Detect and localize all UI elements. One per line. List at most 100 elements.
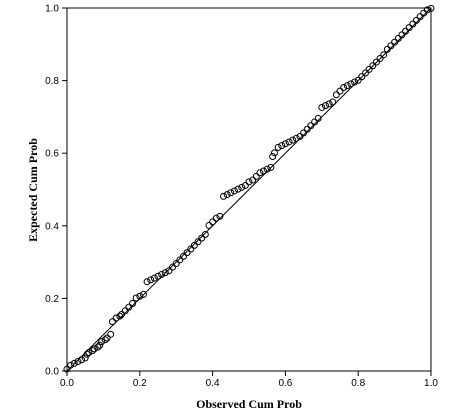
y-tick-label: 0.4	[45, 221, 59, 232]
data-point	[165, 267, 173, 275]
data-point	[285, 138, 293, 146]
data-point	[176, 256, 184, 264]
data-point	[216, 212, 224, 220]
data-point	[121, 307, 129, 315]
data-point	[249, 176, 257, 184]
data-point	[83, 350, 91, 358]
data-point	[136, 292, 144, 300]
data-point	[369, 62, 377, 70]
data-point	[307, 122, 315, 130]
data-point	[409, 20, 417, 28]
data-point	[88, 347, 96, 355]
data-point	[63, 365, 71, 373]
data-point	[67, 361, 75, 369]
data-point	[358, 73, 366, 81]
data-point	[223, 191, 231, 199]
y-tick-label: 0.8	[45, 76, 59, 87]
data-point	[139, 290, 147, 298]
data-point	[387, 42, 395, 50]
data-point	[256, 169, 264, 177]
data-point	[329, 98, 337, 106]
data-point	[227, 189, 235, 197]
data-point	[412, 16, 420, 24]
data-point	[289, 136, 297, 144]
data-point	[109, 318, 116, 326]
data-point	[336, 87, 344, 95]
data-point	[129, 299, 137, 307]
data-point	[274, 143, 282, 151]
data-point	[150, 274, 158, 282]
data-point	[391, 38, 399, 46]
data-point	[212, 214, 220, 222]
data-point	[190, 241, 198, 249]
x-tick-label: 0.0	[60, 378, 74, 389]
data-point	[107, 330, 115, 338]
data-point	[405, 24, 413, 32]
data-point	[365, 65, 373, 73]
data-point	[101, 336, 109, 344]
data-point	[78, 356, 86, 364]
data-point	[394, 34, 402, 42]
data-point	[220, 192, 228, 200]
data-point	[96, 341, 104, 349]
data-point	[98, 338, 106, 346]
data-point	[292, 134, 300, 142]
data-point	[198, 234, 206, 242]
x-axis-title: Observed Cum Prob	[196, 397, 302, 411]
x-tick-label: 1.0	[424, 378, 438, 389]
data-point	[416, 13, 424, 21]
x-tick-label: 0.6	[278, 378, 292, 389]
data-point	[318, 103, 326, 111]
data-point	[351, 78, 359, 86]
data-point	[354, 76, 362, 84]
data-point	[241, 182, 249, 190]
data-point	[427, 4, 435, 12]
data-point	[201, 231, 209, 239]
data-point	[125, 303, 133, 311]
data-point	[245, 178, 253, 186]
data-point	[269, 152, 277, 160]
data-point	[383, 45, 391, 53]
data-point	[376, 54, 384, 62]
data-point	[74, 358, 82, 366]
data-point	[252, 172, 260, 180]
data-point	[321, 102, 329, 110]
y-axis: 0.0 0.2 0.4 0.6 0.8 1.0	[45, 4, 67, 378]
data-point	[70, 359, 78, 367]
data-point	[147, 276, 155, 284]
data-point	[183, 249, 191, 257]
data-point	[311, 118, 319, 126]
y-axis-title: Expected Cum Prob	[26, 138, 40, 242]
data-point	[372, 58, 380, 66]
data-point	[187, 245, 195, 253]
data-point	[94, 343, 102, 351]
y-tick-label: 0.2	[45, 294, 59, 305]
data-point	[347, 80, 355, 88]
data-point	[343, 82, 351, 90]
data-point	[179, 252, 187, 260]
data-point	[303, 125, 311, 133]
data-point	[314, 114, 322, 122]
data-point	[380, 51, 388, 59]
data-point	[194, 238, 202, 246]
data-point	[281, 140, 289, 148]
data-point	[85, 348, 93, 356]
data-point	[423, 6, 431, 14]
data-point	[116, 312, 124, 320]
y-tick-label: 0.6	[45, 149, 59, 160]
data-point	[260, 167, 268, 175]
x-tick-label: 0.4	[206, 378, 220, 389]
data-point	[132, 294, 140, 302]
x-tick-label: 0.2	[133, 378, 147, 389]
data-point	[278, 142, 286, 150]
data-point	[103, 334, 111, 342]
data-point	[270, 149, 278, 157]
data-point	[332, 91, 340, 99]
data-point	[402, 27, 410, 35]
data-point	[340, 83, 348, 91]
data-point	[361, 69, 369, 77]
data-point	[158, 270, 166, 278]
data-point	[81, 354, 89, 362]
y-tick-label: 1.0	[45, 4, 59, 15]
